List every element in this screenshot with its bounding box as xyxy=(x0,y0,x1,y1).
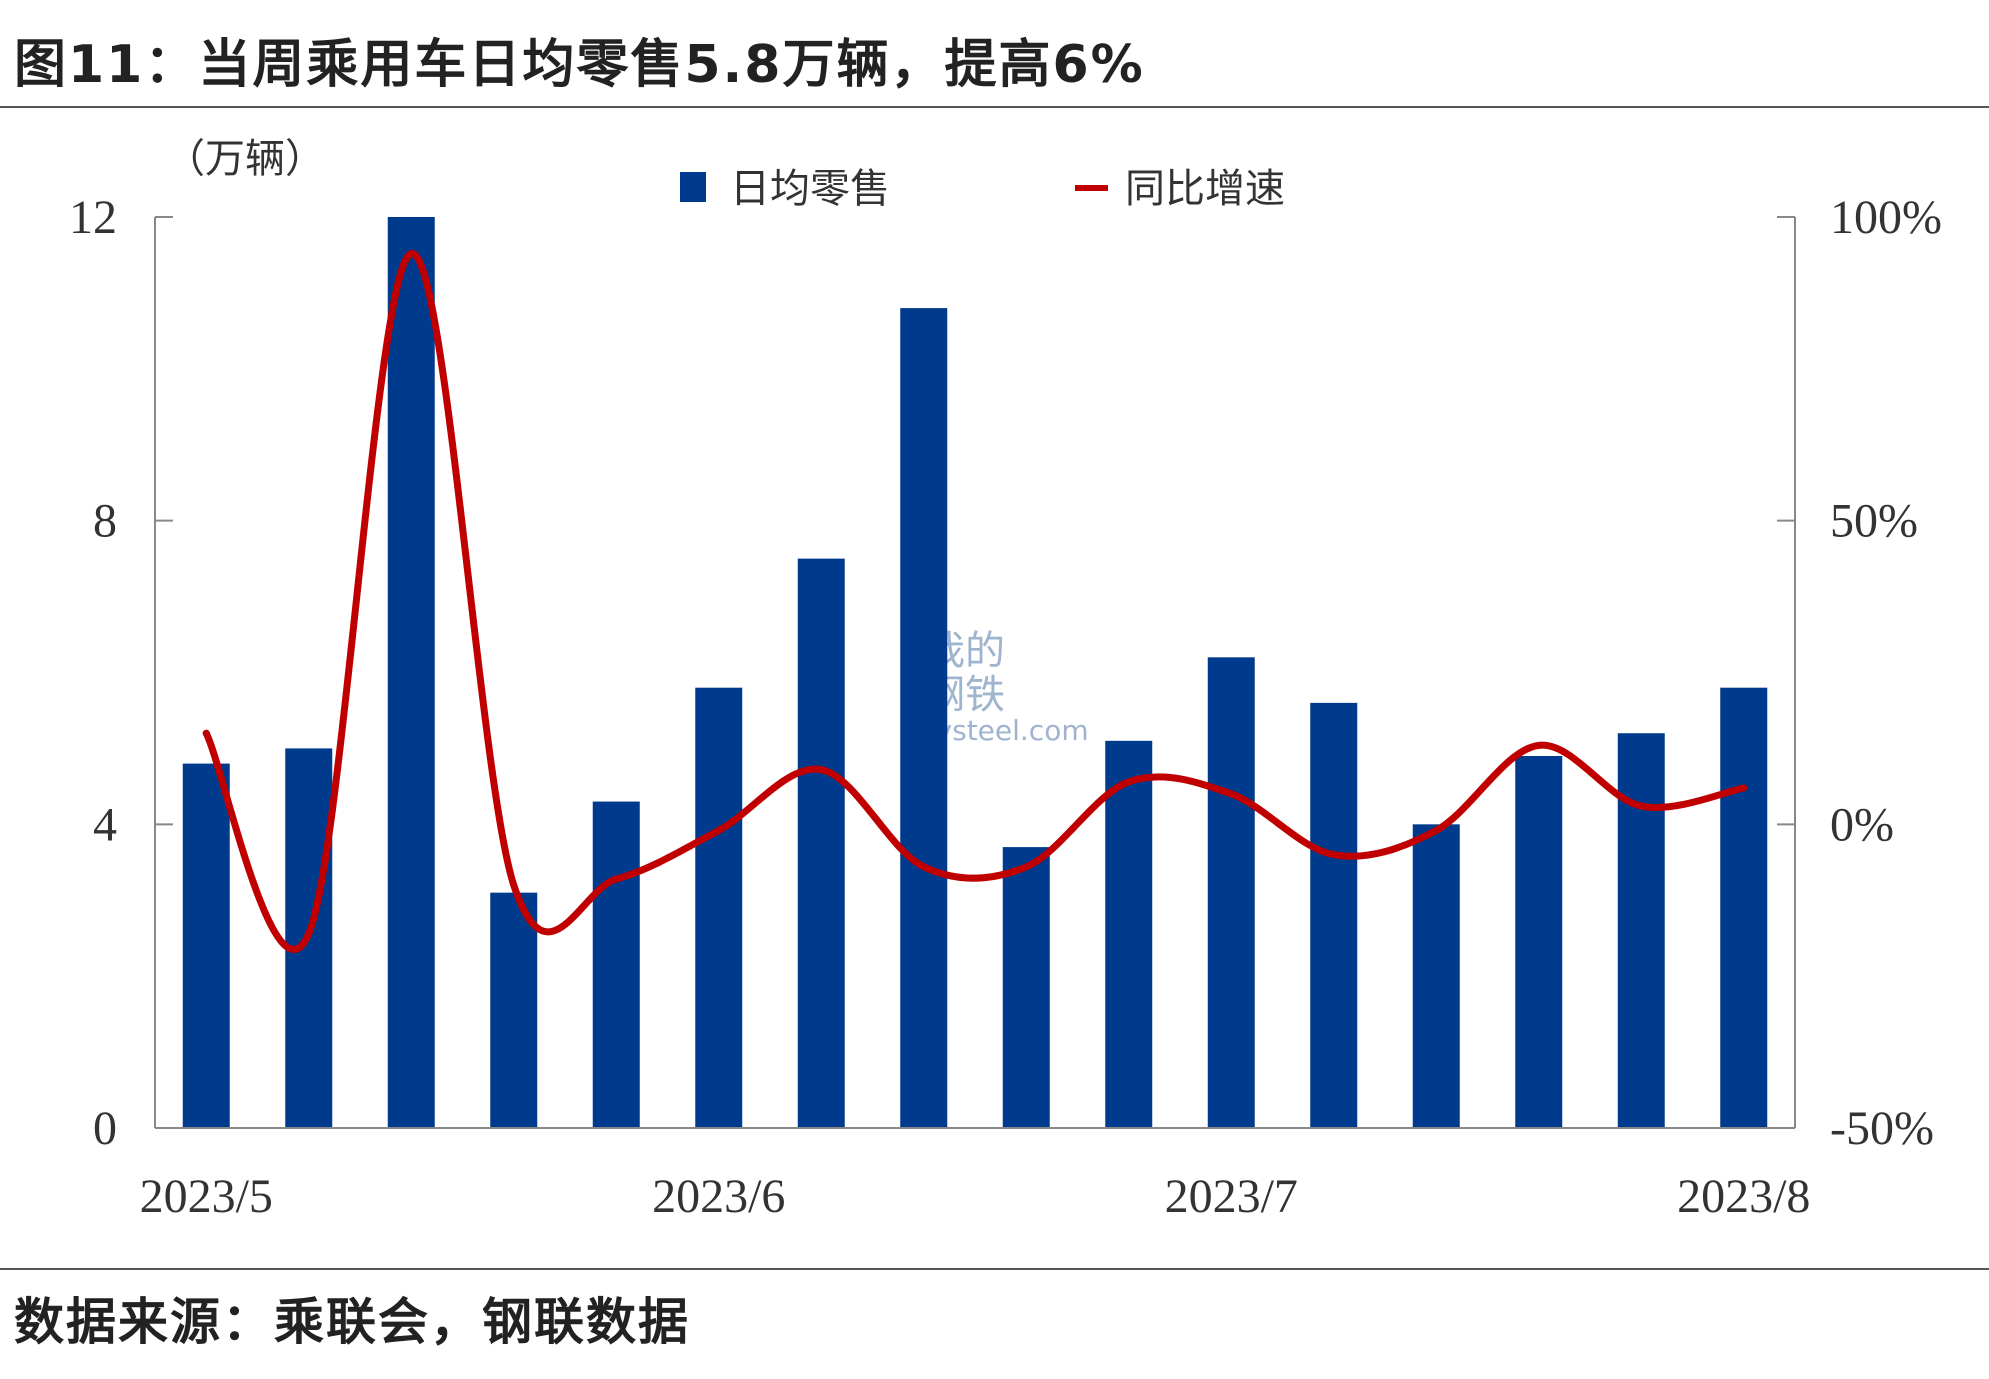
line-point-7 xyxy=(920,863,928,871)
line-point-8 xyxy=(1022,863,1030,871)
line-point-0 xyxy=(202,729,210,737)
line-point-6 xyxy=(817,766,825,774)
line-point-15 xyxy=(1740,784,1748,792)
line-point-1 xyxy=(305,930,313,938)
source-note: 数据来源：乘联会，钢联数据 xyxy=(14,1293,690,1351)
title-divider xyxy=(0,106,1989,108)
legend-line-label: 同比增速 xyxy=(1125,166,1285,212)
axes: 0 4 8 12 -50% 0% 50% 100% 2023/5 2023/6 2023/7 2023… xyxy=(69,191,1942,1223)
right-tick-label-3: 100% xyxy=(1830,191,1942,244)
left-tick-label-12: 12 xyxy=(69,191,117,244)
bar-3 xyxy=(490,892,538,1128)
bar-10 xyxy=(1207,657,1255,1128)
line-point-9 xyxy=(1125,778,1133,786)
x-tick-label-0: 2023/5 xyxy=(140,1170,273,1223)
line-point-12 xyxy=(1432,826,1440,834)
line-point-5 xyxy=(715,826,723,834)
yoy-growth-line xyxy=(202,249,1748,953)
line-point-11 xyxy=(1330,851,1338,859)
bar-5 xyxy=(695,687,743,1128)
bar-0 xyxy=(182,763,230,1128)
line-series xyxy=(202,249,1748,953)
line-point-3 xyxy=(510,881,518,889)
bar-8 xyxy=(1002,847,1050,1128)
line-point-2 xyxy=(407,249,415,257)
line-point-14 xyxy=(1637,802,1645,810)
bar-6 xyxy=(797,558,845,1128)
bar-2 xyxy=(387,217,435,1128)
bar-13 xyxy=(1515,756,1563,1128)
bar-9 xyxy=(1105,740,1153,1128)
x-tick-label-15: 2023/8 xyxy=(1677,1170,1810,1223)
left-tick-label-8: 8 xyxy=(93,495,117,548)
bar-11 xyxy=(1310,702,1358,1128)
bar-14 xyxy=(1617,733,1665,1128)
left-tick-label-0: 0 xyxy=(93,1102,117,1155)
bar-series xyxy=(182,217,1768,1129)
chart-title: 图11：当周乘用车日均零售5.8万辆，提高6% xyxy=(14,35,1145,95)
bar-15 xyxy=(1720,687,1768,1128)
left-tick-label-4: 4 xyxy=(93,798,117,851)
line-point-4 xyxy=(612,875,620,883)
bar-12 xyxy=(1412,824,1460,1128)
legend-bar-swatch xyxy=(680,172,706,202)
source-divider xyxy=(0,1268,1989,1270)
legend-bar-label: 日均零售 xyxy=(730,166,890,212)
x-tick-label-5: 2023/6 xyxy=(652,1170,785,1223)
line-point-13 xyxy=(1535,741,1543,749)
x-tick-label-10: 2023/7 xyxy=(1165,1170,1298,1223)
line-point-10 xyxy=(1227,790,1235,798)
legend: 日均零售 同比增速 xyxy=(680,166,1285,212)
right-tick-label-1: 0% xyxy=(1830,798,1894,851)
bar-7 xyxy=(900,308,948,1129)
bar-4 xyxy=(592,801,640,1128)
left-axis-unit: （万辆） xyxy=(165,136,325,182)
right-tick-label-2: 50% xyxy=(1830,495,1918,548)
right-tick-label-0: -50% xyxy=(1830,1102,1934,1155)
